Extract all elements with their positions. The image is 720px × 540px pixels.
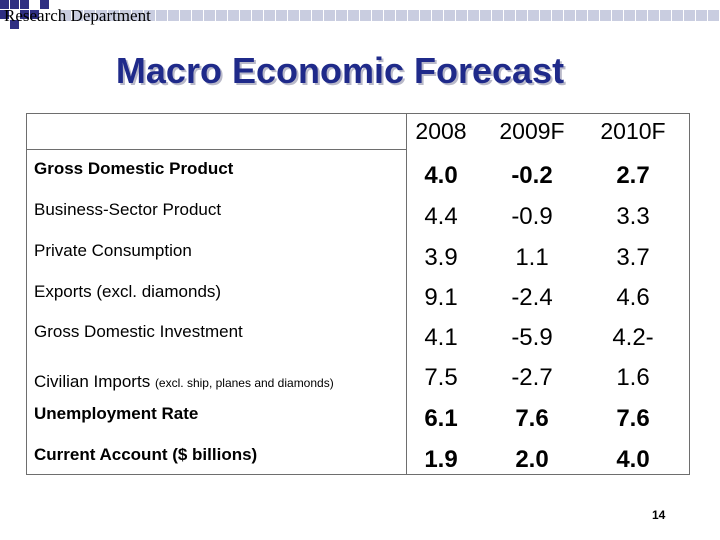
row-label-text: Gross Domestic Investment — [34, 322, 243, 341]
table-cell: 3.3 — [616, 203, 650, 230]
row-label-text: Unemployment Rate — [34, 404, 199, 423]
row-label: Civilian Imports (excl. ship, planes and… — [34, 372, 334, 392]
table-cell: 7.5 — [424, 364, 458, 391]
table-cell: -5.9 — [511, 324, 553, 351]
table-cell: 9.1 — [424, 284, 458, 311]
year-header: 2008 — [415, 118, 467, 144]
row-label-note: (excl. ship, planes and diamonds) — [154, 376, 334, 390]
row-label: Private Consumption — [34, 241, 192, 261]
table-cell: 2.0 — [515, 446, 549, 473]
table-cell: 4.1 — [424, 324, 458, 351]
table-header-divider — [26, 149, 407, 150]
table-cell: 1.9 — [424, 446, 458, 473]
table-cell: 6.1 — [424, 405, 458, 432]
table-cell: 2.7 — [616, 162, 650, 189]
table-cell: 4.0 — [424, 162, 458, 189]
row-label-text: Civilian Imports — [34, 372, 151, 391]
table-column-divider — [406, 113, 407, 475]
table-cell: 7.6 — [616, 405, 650, 432]
table-cell: 4.4 — [424, 203, 458, 230]
table-cell: -2.7 — [511, 364, 553, 391]
year-header: 2010F — [600, 118, 666, 144]
row-label-text: Private Consumption — [34, 241, 192, 260]
row-label-text: Current Account ($ billions) — [34, 445, 258, 464]
banner-pattern — [0, 0, 719, 29]
table-cell: -0.9 — [511, 203, 553, 230]
header-banner: Research Department — [0, 0, 720, 34]
row-label: Gross Domestic Product — [34, 159, 233, 179]
table-cell: -0.2 — [511, 162, 553, 189]
table-cell: 4.2- — [612, 324, 654, 351]
table-cell: -2.4 — [511, 284, 553, 311]
table-cell: 1.1 — [515, 244, 549, 271]
table-cell: 1.6 — [616, 364, 650, 391]
slide-title: Macro Economic Forecast — [115, 50, 565, 91]
year-header: 2009F — [499, 118, 565, 144]
page-number: 14 — [652, 508, 666, 522]
row-label-text: Gross Domestic Product — [34, 159, 234, 178]
table-cell: 7.6 — [515, 405, 549, 432]
row-label-text: Business-Sector Product — [34, 200, 222, 219]
row-label-text: Exports (excl. diamonds) — [34, 282, 222, 301]
row-label: Gross Domestic Investment — [34, 322, 243, 342]
department-label: Research Department — [4, 6, 151, 25]
row-label: Business-Sector Product — [34, 200, 221, 220]
table-cell: 3.7 — [616, 244, 650, 271]
table-cell: 3.9 — [424, 244, 458, 271]
forecast-table — [26, 113, 690, 475]
row-label: Current Account ($ billions) — [34, 445, 257, 465]
table-cell: 4.0 — [616, 446, 650, 473]
table-cell: 4.6 — [616, 284, 650, 311]
row-label: Unemployment Rate — [34, 404, 198, 424]
row-label: Exports (excl. diamonds) — [34, 282, 221, 302]
